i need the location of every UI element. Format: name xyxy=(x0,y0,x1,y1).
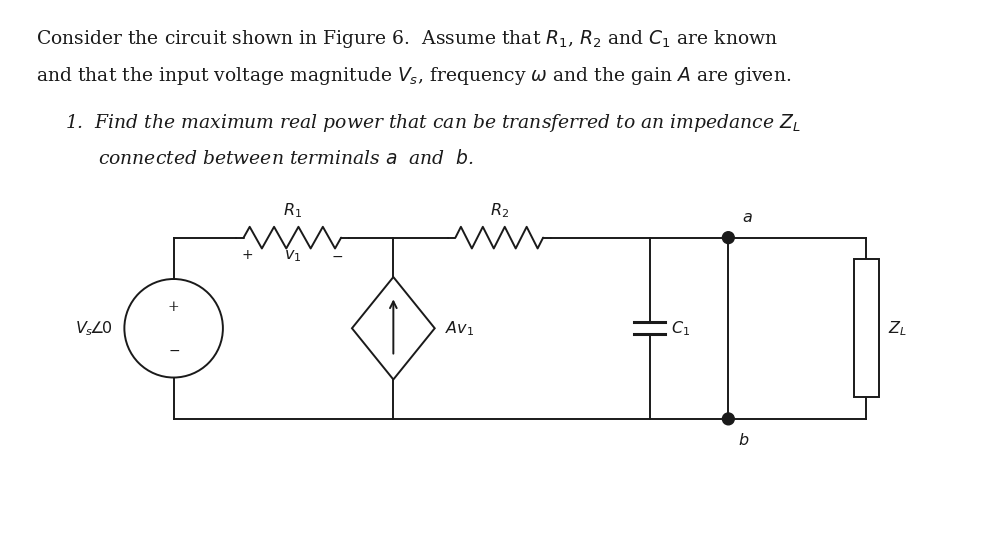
Text: $-$: $-$ xyxy=(331,248,343,262)
Text: +: + xyxy=(167,300,179,314)
Text: $V_s\!\angle\!0$: $V_s\!\angle\!0$ xyxy=(75,319,112,338)
Text: $C_1$: $C_1$ xyxy=(670,319,689,338)
Circle shape xyxy=(721,232,733,244)
Text: $-$: $-$ xyxy=(167,343,179,357)
Text: $R_2$: $R_2$ xyxy=(489,201,508,220)
Text: connected between terminals $a$  and  $b$.: connected between terminals $a$ and $b$. xyxy=(97,149,473,168)
Text: 1.  Find the maximum real power that can be transferred to an impedance $Z_L$: 1. Find the maximum real power that can … xyxy=(65,112,801,134)
Text: $R_1$: $R_1$ xyxy=(283,201,302,220)
Bar xyxy=(853,259,878,397)
Circle shape xyxy=(721,413,733,425)
Text: $Z_L$: $Z_L$ xyxy=(887,319,906,338)
Text: $v_1$: $v_1$ xyxy=(285,247,302,264)
Text: and that the input voltage magnitude $V_s$, frequency $\omega$ and the gain $A$ : and that the input voltage magnitude $V_… xyxy=(36,65,791,87)
Text: $Av_1$: $Av_1$ xyxy=(444,319,473,338)
Text: Consider the circuit shown in Figure 6.  Assume that $R_1$, $R_2$ and $C_1$ are : Consider the circuit shown in Figure 6. … xyxy=(36,28,777,50)
Text: +: + xyxy=(241,248,253,262)
Text: $a$: $a$ xyxy=(741,210,753,226)
Text: $b$: $b$ xyxy=(737,432,748,449)
